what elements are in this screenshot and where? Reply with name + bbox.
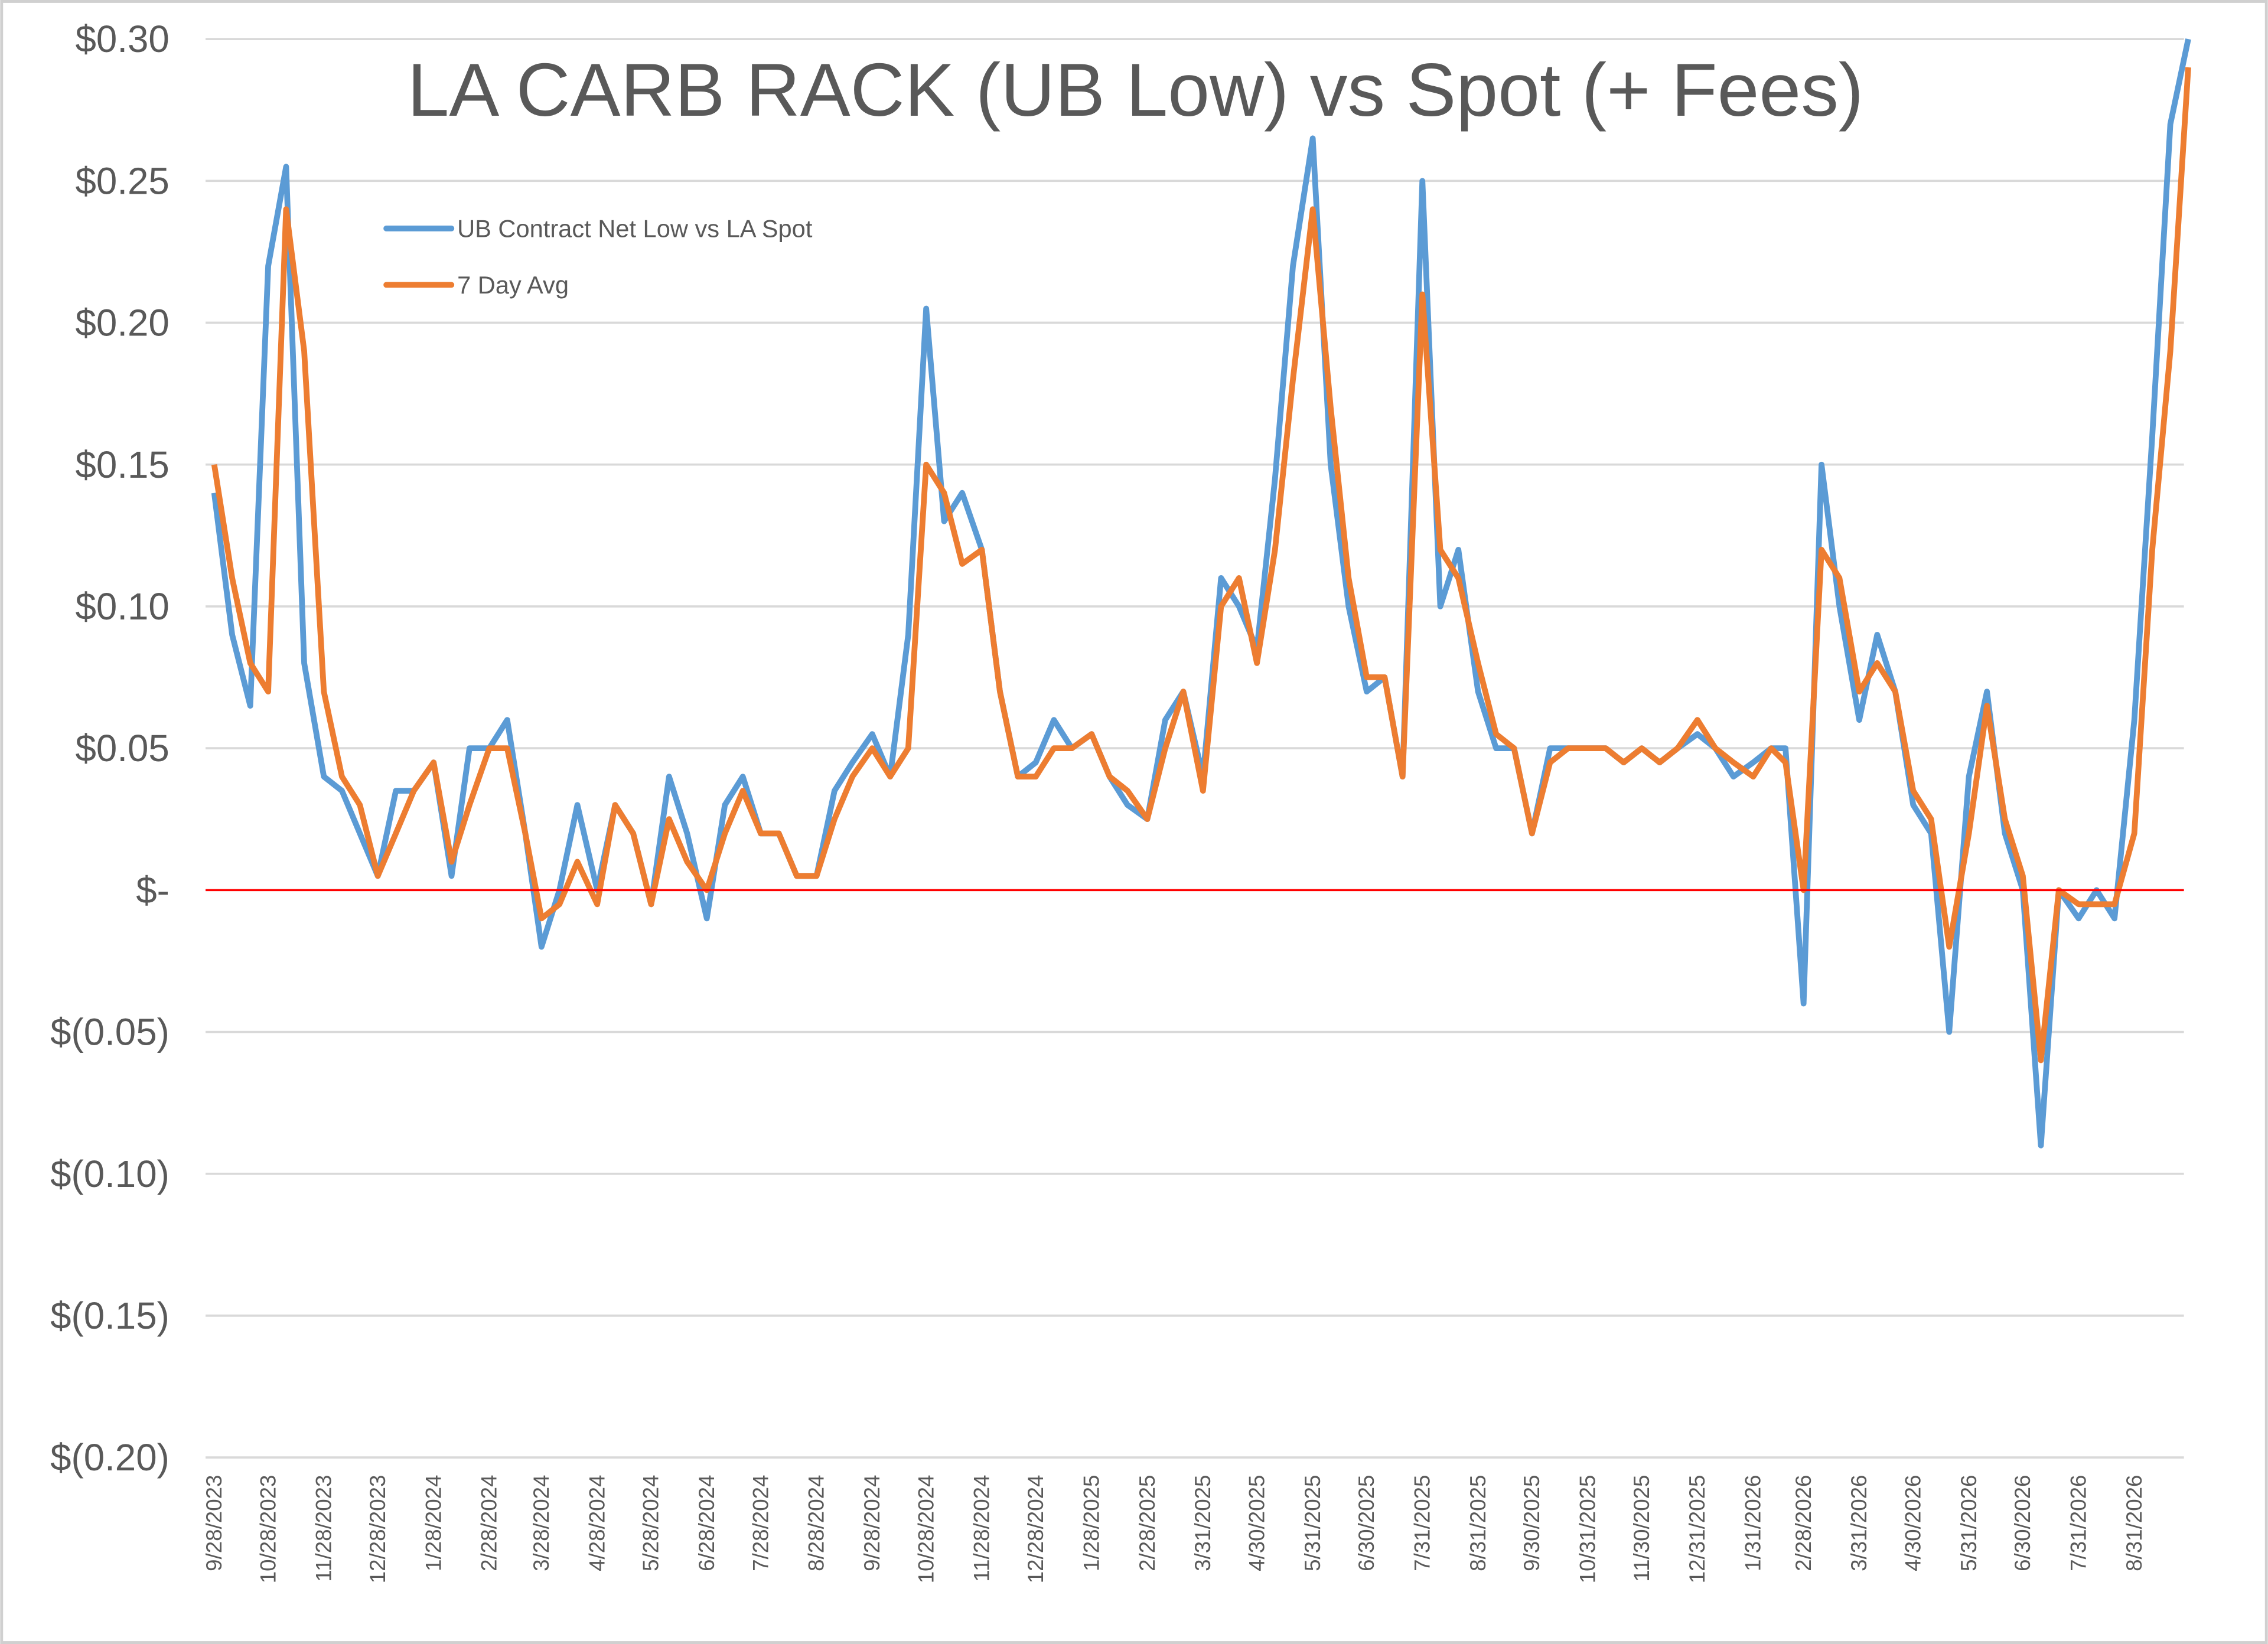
y-tick-label: $(0.05) [50,1012,170,1053]
x-tick-label: 9/28/2023 [202,1475,226,1571]
x-tick-label: 11/28/2023 [312,1475,336,1582]
y-tick-label: $(0.10) [50,1153,170,1195]
x-tick-label: 7/31/2026 [2067,1475,2091,1571]
x-tick-label: 4/28/2024 [585,1475,609,1571]
x-tick-label: 5/31/2026 [1957,1475,1981,1571]
y-tick-label: $0.25 [76,160,170,202]
x-tick-label: 10/31/2025 [1576,1475,1600,1584]
x-tick-label: 3/31/2025 [1191,1475,1215,1571]
x-tick-label: 2/28/2026 [1791,1475,1816,1571]
x-tick-label: 1/28/2025 [1079,1475,1103,1571]
x-tick-label: 6/28/2024 [695,1475,719,1571]
x-tick-label: 2/28/2024 [477,1475,501,1571]
x-tick-label: 4/30/2026 [1901,1475,1925,1571]
x-tick-label: 5/31/2025 [1301,1475,1325,1571]
x-tick-label: 4/30/2025 [1244,1475,1269,1571]
x-tick-label: 2/28/2025 [1135,1475,1159,1571]
legend-label: UB Contract Net Low vs LA Spot [457,215,813,243]
series-line [211,67,2191,1064]
x-tick-label: 11/28/2024 [970,1475,994,1582]
x-tick-label: 11/30/2025 [1630,1475,1654,1582]
y-tick-label: $0.10 [76,586,170,628]
y-tick-label: $0.20 [76,302,170,344]
x-tick-label: 10/28/2023 [256,1475,280,1584]
x-tick-label: 12/28/2023 [366,1475,390,1584]
x-tick-label: 8/31/2025 [1466,1475,1490,1571]
x-tick-label: 10/28/2024 [914,1475,938,1584]
x-tick-label: 6/30/2026 [2010,1475,2035,1571]
x-tick-label: 7/28/2024 [748,1475,773,1571]
y-tick-label: $0.05 [76,728,170,769]
x-tick-label: 8/31/2026 [2122,1475,2146,1571]
x-tick-label: 7/31/2025 [1410,1475,1435,1571]
legend-label: 7 Day Avg [457,271,569,299]
x-tick-label: 12/31/2025 [1685,1475,1709,1584]
y-tick-label: $(0.15) [50,1295,170,1337]
x-tick-label: 1/31/2026 [1741,1475,1765,1571]
x-tick-label: 5/28/2024 [639,1475,663,1571]
chart-title: LA CARB RACK (UB Low) vs Spot (+ Fees) [408,48,1864,132]
x-tick-label: 9/28/2024 [860,1475,884,1571]
x-tick-label: 12/28/2024 [1024,1475,1048,1584]
x-tick-label: 8/28/2024 [804,1475,829,1571]
x-tick-label: 9/30/2025 [1520,1475,1544,1571]
y-tick-label: $- [136,869,170,911]
y-tick-label: $(0.20) [50,1437,170,1479]
x-tick-label: 3/28/2024 [529,1475,553,1571]
x-tick-label: 6/30/2025 [1354,1475,1379,1571]
y-tick-label: $0.15 [76,444,170,486]
y-tick-label: $0.30 [76,18,170,60]
x-tick-label: 3/31/2026 [1847,1475,1871,1571]
x-tick-label: 1/28/2024 [421,1475,445,1571]
